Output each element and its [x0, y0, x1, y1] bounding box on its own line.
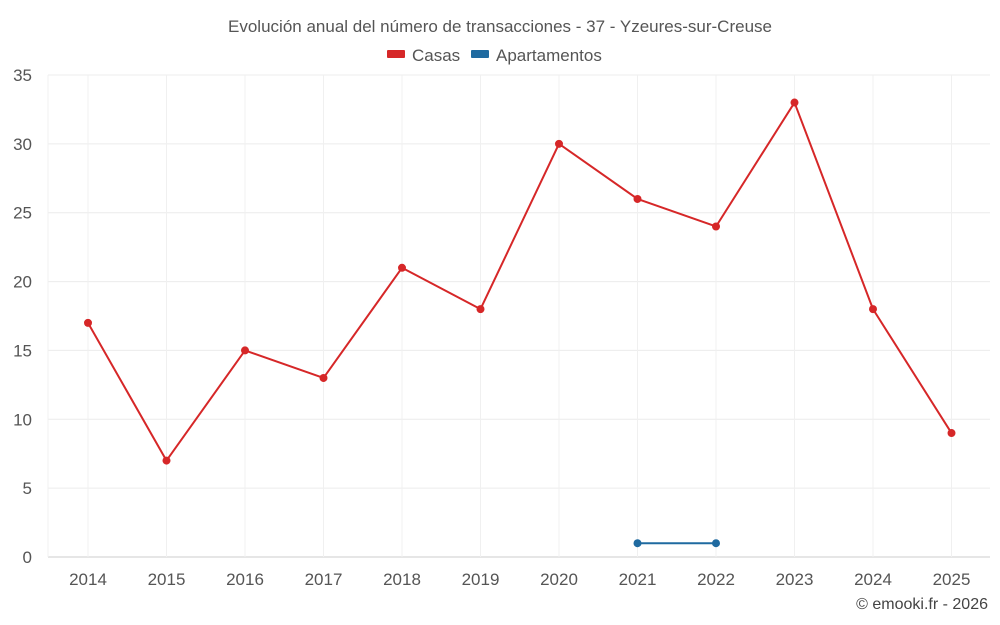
series-line-casas — [87, 101, 953, 462]
x-tick-label: 2017 — [305, 570, 343, 589]
data-point-casas-2024 — [869, 305, 877, 314]
data-point-casas-2020 — [555, 139, 563, 148]
chart-title: Evolución anual del número de transaccio… — [228, 17, 772, 36]
data-point-casas-2025 — [947, 429, 956, 438]
y-tick-label: 15 — [13, 341, 32, 360]
data-point-casas-2021 — [633, 194, 642, 203]
y-tick-label: 30 — [13, 135, 32, 154]
data-point-casas-2016 — [241, 346, 249, 355]
data-point-casas-2019 — [476, 305, 485, 314]
y-tick-label: 5 — [23, 479, 32, 498]
x-tick-label: 2015 — [148, 570, 186, 589]
y-tick-label: 25 — [13, 204, 32, 223]
y-tick-label: 0 — [23, 548, 32, 567]
x-tick-label: 2021 — [619, 570, 657, 589]
data-point-casas-2014 — [84, 318, 92, 327]
legend-label-apartamentos: Apartamentos — [496, 46, 602, 65]
data-point-apartamentos-2021 — [633, 539, 642, 548]
y-tick-label: 20 — [13, 273, 32, 292]
x-tick-label: 2016 — [226, 570, 264, 589]
x-tick-label: 2022 — [697, 570, 735, 589]
x-tick-label: 2019 — [462, 570, 500, 589]
legend-item-apartamentos[interactable]: Apartamentos — [471, 46, 602, 65]
x-axis: 2014 2015 2016 2017 2018 2019 2020 2021 2022 2023… — [69, 570, 970, 589]
y-tick-label: 10 — [13, 410, 32, 429]
y-tick-label: 35 — [13, 66, 32, 85]
x-tick-label: 2018 — [383, 570, 421, 589]
credit-text: © emooki.fr - 2026 — [856, 596, 988, 613]
x-tick-label: 2025 — [933, 570, 971, 589]
x-tick-label: 2020 — [540, 570, 578, 589]
data-point-casas-2017 — [319, 373, 328, 382]
data-point-casas-2015 — [162, 456, 171, 465]
legend: Casas Apartamentos — [387, 46, 602, 65]
legend-item-casas[interactable]: Casas — [387, 46, 460, 65]
x-tick-label: 2023 — [776, 570, 814, 589]
data-point-casas-2023 — [790, 98, 799, 107]
data-point-apartamentos-2022 — [712, 539, 720, 548]
grid — [47, 74, 990, 558]
data-point-casas-2018 — [398, 263, 406, 272]
x-tick-label: 2014 — [69, 570, 107, 589]
data-point-casas-2022 — [712, 222, 720, 231]
series-layer — [84, 98, 956, 548]
y-axis: 0 5 10 15 20 25 30 35 — [13, 66, 32, 567]
legend-swatch-apartamentos — [471, 50, 489, 58]
legend-label-casas: Casas — [412, 46, 460, 65]
legend-swatch-casas — [387, 50, 405, 58]
x-tick-label: 2024 — [854, 570, 892, 589]
